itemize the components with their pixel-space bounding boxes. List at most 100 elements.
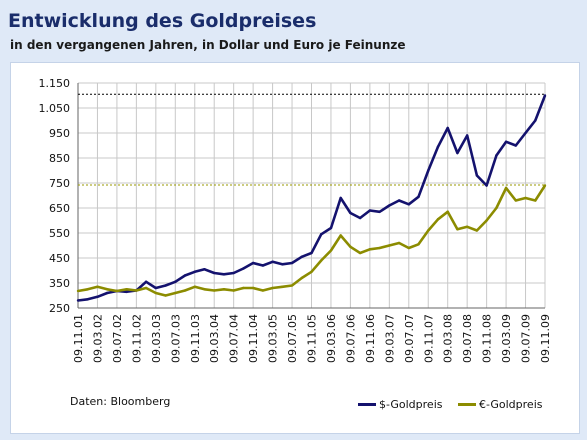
data-point — [261, 289, 265, 292]
data-point — [495, 154, 498, 157]
data-point — [320, 259, 323, 262]
data-point — [290, 284, 294, 287]
data-point — [475, 229, 479, 232]
data-point — [76, 289, 80, 293]
data-point — [96, 295, 99, 298]
data-point — [213, 271, 216, 275]
data-point — [456, 151, 459, 155]
data-point — [251, 286, 255, 290]
data-point — [300, 255, 303, 258]
x-tick-label: 09.07.06 — [344, 314, 357, 363]
y-tick-label: 350 — [49, 277, 70, 290]
data-point — [183, 289, 187, 292]
data-point — [485, 219, 488, 222]
x-tick-label: 09.07.08 — [461, 314, 474, 363]
data-point — [213, 289, 216, 292]
data-point — [436, 218, 440, 221]
data-point — [290, 261, 294, 265]
data-point — [154, 286, 158, 290]
data-point — [183, 274, 187, 277]
data-point — [135, 289, 138, 292]
data-point — [105, 291, 109, 295]
data-point — [329, 249, 333, 252]
chart-panel — [10, 62, 580, 434]
data-point — [534, 199, 537, 202]
y-tick-label: 1.150 — [39, 77, 71, 90]
chart-subtitle: in den vergangenen Jahren, in Dollar und… — [10, 38, 406, 52]
data-point — [144, 280, 148, 283]
data-point — [358, 216, 362, 220]
y-tick-label: 950 — [49, 127, 70, 140]
data-point — [397, 241, 401, 245]
x-tick-label: 09.11.05 — [306, 314, 319, 363]
data-point — [475, 174, 479, 177]
data-point — [485, 184, 488, 187]
data-point — [271, 260, 274, 263]
data-point — [281, 263, 284, 266]
data-point — [446, 126, 449, 130]
x-tick-label: 09.03.06 — [325, 314, 338, 363]
data-point — [86, 288, 89, 291]
data-point — [193, 270, 196, 273]
data-point — [436, 145, 440, 148]
x-tick-label: 09.11.08 — [481, 314, 494, 363]
data-point — [407, 246, 410, 250]
data-point — [310, 270, 313, 273]
data-point — [534, 119, 537, 122]
x-tick-label: 09.07.07 — [403, 314, 416, 363]
data-point — [417, 243, 420, 246]
data-point — [222, 288, 226, 291]
data-point — [300, 276, 303, 280]
data-point — [144, 286, 148, 290]
x-tick-label: 09.07.05 — [286, 314, 299, 363]
data-point — [174, 291, 177, 295]
y-tick-label: 250 — [49, 302, 70, 315]
x-tick-label: 09.07.02 — [111, 314, 124, 363]
data-point — [388, 244, 391, 247]
data-point — [378, 210, 381, 213]
x-tick-label: 09.07.03 — [169, 314, 182, 363]
data-point — [465, 225, 469, 228]
data-point — [154, 291, 158, 295]
data-point — [504, 140, 508, 143]
data-point — [242, 267, 245, 270]
data-point — [251, 261, 255, 265]
data-point — [427, 229, 430, 232]
data-point — [271, 286, 274, 290]
data-point — [232, 289, 235, 292]
data-point — [339, 196, 342, 200]
data-point — [105, 288, 109, 291]
legend-eur-label: €-Goldpreis — [479, 398, 543, 411]
data-point — [524, 131, 527, 135]
x-tick-label: 09.11.02 — [130, 314, 143, 363]
data-point — [407, 203, 410, 206]
data-point — [514, 144, 518, 147]
data-point — [76, 299, 80, 302]
data-point — [349, 211, 352, 215]
x-tick-label: 09.03.07 — [383, 314, 396, 363]
legend-usd: $-Goldpreis — [358, 398, 442, 411]
source-label: Daten: Bloomberg — [70, 395, 171, 408]
x-tick-label: 09.03.08 — [442, 314, 455, 363]
x-tick-label: 09.03.04 — [208, 314, 221, 363]
y-tick-label: 1.050 — [39, 102, 71, 115]
chart-title: Entwicklung des Goldpreises — [8, 10, 317, 32]
data-point — [339, 234, 342, 237]
data-point — [125, 290, 128, 293]
data-point — [115, 289, 119, 293]
x-tick-label: 09.07.04 — [228, 314, 241, 363]
data-point — [232, 271, 235, 275]
data-point — [368, 248, 372, 251]
data-point — [427, 169, 430, 172]
y-tick-label: 850 — [49, 152, 70, 165]
data-point — [465, 134, 469, 137]
data-point — [164, 294, 167, 297]
data-point — [281, 285, 284, 288]
data-point — [524, 196, 527, 200]
data-point — [86, 298, 89, 301]
data-point — [368, 209, 372, 212]
data-point — [203, 288, 206, 291]
data-point — [456, 228, 459, 231]
y-tick-label: 750 — [49, 177, 70, 190]
